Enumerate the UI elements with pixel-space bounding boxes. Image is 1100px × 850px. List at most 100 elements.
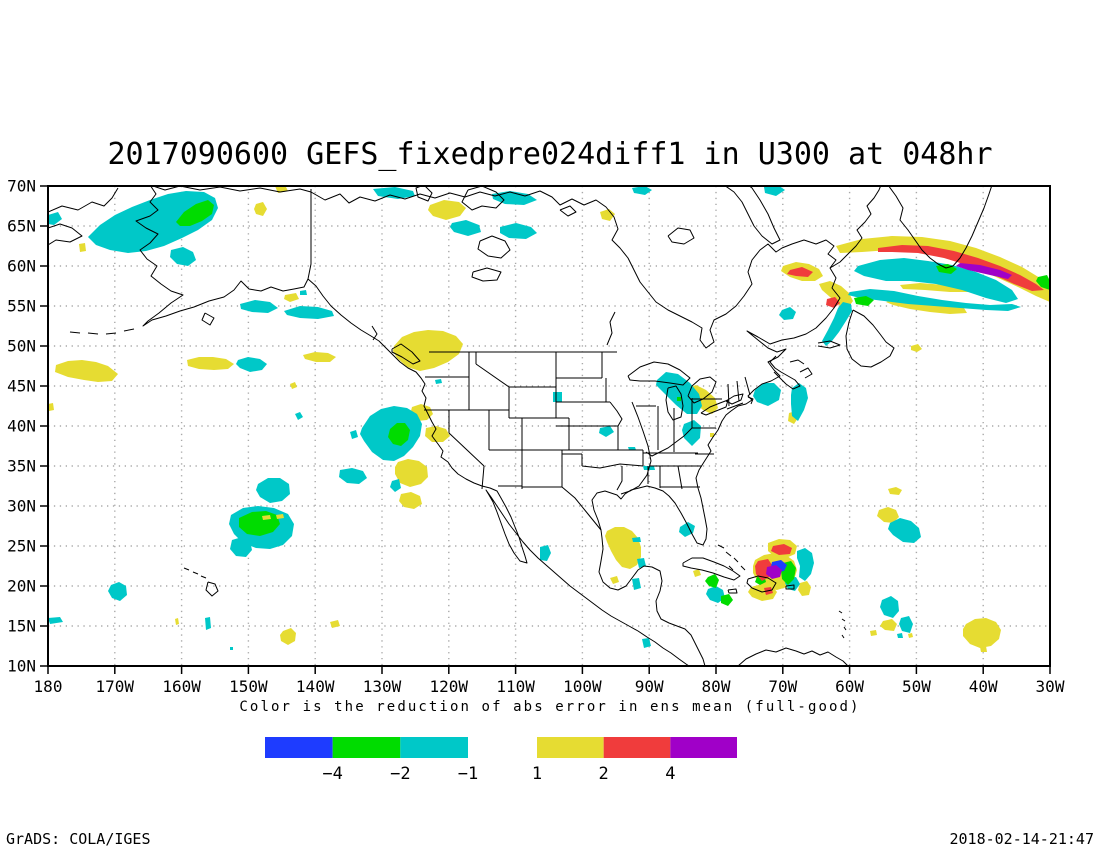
state-border [581, 463, 644, 469]
shaded-region-cyan [797, 548, 814, 581]
coastline [717, 544, 725, 549]
state-border [616, 466, 623, 491]
lat-label: 70N [7, 177, 36, 196]
shaded-region-yellow [908, 633, 913, 638]
legend-segment-green [332, 737, 401, 758]
shaded-region-yellow [395, 459, 428, 487]
shaded-region-yellow [262, 515, 271, 520]
shaded-region-green [705, 574, 719, 588]
coastline [799, 367, 813, 379]
coastline [667, 227, 695, 245]
shaded-region-cyan [170, 247, 196, 266]
coastline [785, 584, 795, 590]
shaded-region-yellow [605, 527, 641, 569]
shaded-region-cyan [854, 258, 1018, 303]
coastline [737, 647, 849, 666]
legend-segment-blue [265, 737, 333, 758]
shaded-region-yellow [280, 628, 296, 645]
lon-label: 150W [229, 677, 268, 696]
lon-label: 110W [496, 677, 535, 696]
shaded-region-green [721, 594, 733, 606]
legend-label: −1 [458, 764, 478, 784]
state-border [677, 465, 683, 490]
shaded-region-yellow [330, 620, 340, 628]
shaded-region-yellow [710, 433, 714, 437]
shaded-region-red [826, 297, 840, 308]
lat-label: 20N [7, 577, 36, 596]
shaded-region-green [677, 397, 681, 401]
state-border [481, 465, 485, 490]
legend-label: 1 [532, 764, 542, 784]
shaded-region-cyan [339, 468, 367, 484]
lon-label: 70W [768, 677, 797, 696]
lon-label: 90W [635, 677, 664, 696]
shaded-region-cyan [642, 638, 651, 648]
shaded-region-cyan [373, 187, 415, 199]
coastline [183, 567, 190, 571]
coastline [841, 634, 845, 639]
coastline [740, 565, 746, 571]
coastline [888, 186, 993, 269]
shaded-region-yellow [798, 581, 811, 596]
shaded-region-yellow [276, 514, 284, 519]
shaded-region-cyan [822, 302, 852, 346]
shaded-region-cyan [205, 617, 211, 630]
state-border [448, 432, 485, 467]
lat-label: 30N [7, 497, 36, 516]
shaded-regions-layer [48, 186, 1050, 652]
coastline-layer [48, 186, 993, 666]
shaded-region-yellow [48, 403, 54, 411]
shaded-region-yellow [284, 293, 299, 302]
shaded-region-cyan [637, 558, 646, 568]
shaded-region-cyan [779, 307, 796, 320]
shaded-region-cyan [284, 306, 334, 319]
shaded-region-cyan [48, 212, 62, 225]
shaded-region-cyan [390, 479, 401, 492]
coastline [471, 267, 502, 282]
legend-segment-yellow [537, 737, 604, 758]
lon-label: 120W [430, 677, 469, 696]
grid-layer [48, 186, 1050, 666]
coastline [205, 581, 219, 597]
coastline [415, 186, 433, 202]
coastline [87, 332, 99, 335]
lon-label: 130W [363, 677, 402, 696]
lon-label: 140W [296, 677, 335, 696]
shaded-region-yellow [877, 507, 899, 523]
shaded-region-yellow [187, 357, 234, 370]
shaded-region-cyan [682, 420, 701, 446]
coastline [461, 186, 505, 211]
shaded-region-yellow [55, 360, 118, 382]
coastline [192, 571, 199, 575]
lat-label: 40N [7, 417, 36, 436]
lon-label: 50W [902, 677, 931, 696]
coastline [123, 328, 135, 332]
shaded-region-green [176, 200, 214, 226]
coastline [727, 588, 738, 594]
shaded-region-green [854, 296, 874, 306]
shaded-region-cyan [236, 357, 267, 372]
map-border [47, 185, 1051, 667]
shaded-region-yellow [614, 551, 619, 556]
lon-label: 160W [162, 677, 201, 696]
coastline [48, 223, 83, 246]
shaded-region-cyan [295, 412, 303, 420]
lon-label: 100W [563, 677, 602, 696]
coastline [627, 361, 691, 386]
shaded-region-red [755, 559, 772, 581]
state-border [609, 401, 623, 427]
legend-label: 4 [665, 764, 675, 784]
lat-label: 55N [7, 297, 36, 316]
shaded-region-yellow [963, 618, 1001, 648]
shaded-region-cyan [492, 191, 537, 205]
lat-label: 15N [7, 617, 36, 636]
legend-caption: Color is the reduction of abs error in e… [239, 699, 861, 715]
shaded-region-yellow [254, 202, 267, 216]
state-border [620, 401, 652, 495]
shaded-region-cyan [706, 586, 725, 603]
shaded-region-yellow [303, 352, 336, 362]
coastline [843, 626, 847, 631]
shaded-region-cyan [540, 545, 551, 561]
coastline [477, 235, 511, 259]
